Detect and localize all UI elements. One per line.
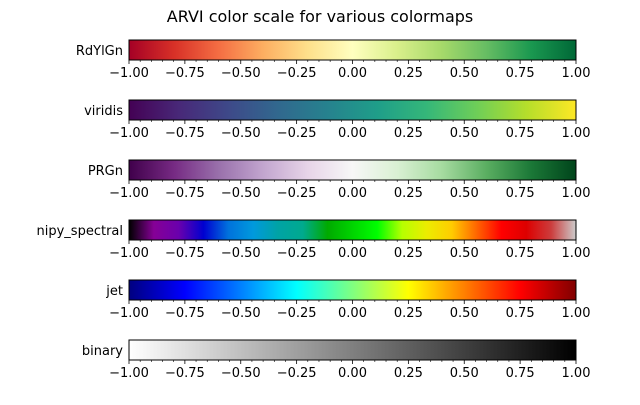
tick-label: −0.75 <box>165 126 205 141</box>
tick-label: −0.25 <box>277 66 317 81</box>
tick-label: 1.00 <box>562 186 591 201</box>
colormap-bars: RdYlGn −1.00 −0.75 −0.50 −0.25 0.00 0.25 0.50 0.… <box>37 39 591 381</box>
tick-label: −0.50 <box>221 246 261 261</box>
tick-label: 0.50 <box>450 306 479 321</box>
tick-label: 0.00 <box>338 126 367 141</box>
tick-label: 0.50 <box>450 66 479 81</box>
colormap-label-binary: binary <box>82 344 123 359</box>
tick-label: 0.75 <box>506 306 535 321</box>
colorbar-gradient-prgn <box>128 159 577 181</box>
tick-label: 0.75 <box>506 126 535 141</box>
tick-label: 0.25 <box>394 306 423 321</box>
tick-label: 0.25 <box>394 246 423 261</box>
tick-label: −0.75 <box>165 306 205 321</box>
tick-label: −0.75 <box>165 246 205 261</box>
colorbar-prgn: PRGn −1.00 −0.75 −0.50 −0.25 0.00 0.25 0.50 0.75… <box>88 159 591 201</box>
chart-title: ARVI color scale for various colormaps <box>167 7 473 26</box>
tick-label: 0.00 <box>338 306 367 321</box>
tick-label: 0.75 <box>506 66 535 81</box>
tick-label: 0.00 <box>338 246 367 261</box>
tick-label: 0.50 <box>450 366 479 381</box>
tick-label: −0.25 <box>277 246 317 261</box>
tick-label: 0.75 <box>506 246 535 261</box>
tick-label: 0.00 <box>338 66 367 81</box>
colorbar-jet: jet −1.00 −0.75 −0.50 −0.25 0.00 0.25 0.50 0.75 1… <box>105 279 591 321</box>
tick-label: −0.50 <box>221 186 261 201</box>
tick-label: 1.00 <box>562 246 591 261</box>
tick-label: 0.25 <box>394 186 423 201</box>
tick-label: −1.00 <box>109 306 149 321</box>
tick-label: 0.50 <box>450 126 479 141</box>
colorbar-gradient-viridis <box>128 99 577 121</box>
tick-label: 1.00 <box>562 366 591 381</box>
colorbar-gradient-jet <box>128 279 577 301</box>
colorbar-gradient-rdylgn <box>128 39 577 61</box>
tick-label: 0.25 <box>394 126 423 141</box>
tick-label: −0.25 <box>277 126 317 141</box>
tick-label: −1.00 <box>109 366 149 381</box>
tick-label: −1.00 <box>109 186 149 201</box>
colorbar-gradient-nipy-spectral <box>128 219 577 241</box>
tick-label: −0.50 <box>221 126 261 141</box>
tick-label: 0.25 <box>394 366 423 381</box>
tick-label: −0.50 <box>221 66 261 81</box>
colorbar-binary: binary −1.00 −0.75 −0.50 −0.25 0.00 0.25 0.50 0.… <box>82 339 591 381</box>
tick-label: 0.25 <box>394 66 423 81</box>
tick-label: −0.50 <box>221 306 261 321</box>
tick-label: 1.00 <box>562 126 591 141</box>
tick-label: −0.75 <box>165 66 205 81</box>
tick-label: 0.50 <box>450 186 479 201</box>
colormap-label-prgn: PRGn <box>88 164 123 179</box>
colorbar-rdylgn: RdYlGn −1.00 −0.75 −0.50 −0.25 0.00 0.25 0.50 0.… <box>76 39 591 81</box>
colorbar-viridis: viridis −1.00 −0.75 −0.50 −0.25 0.00 0.25 0.50 0… <box>84 99 591 141</box>
tick-label: −0.75 <box>165 186 205 201</box>
colormap-label-rdylgn: RdYlGn <box>76 44 123 59</box>
colormap-label-jet: jet <box>105 284 123 299</box>
tick-label: 0.50 <box>450 246 479 261</box>
tick-label: 1.00 <box>562 66 591 81</box>
tick-label: −0.25 <box>277 366 317 381</box>
tick-label: 0.00 <box>338 366 367 381</box>
tick-label: −0.25 <box>277 306 317 321</box>
tick-label: −0.75 <box>165 366 205 381</box>
tick-label: 0.00 <box>338 186 367 201</box>
colorbar-gradient-binary <box>128 339 577 361</box>
colorbar-nipy-spectral: nipy_spectral −1.00 −0.75 −0.50 −0.25 0.00 0.2… <box>37 219 591 261</box>
tick-label: −0.50 <box>221 366 261 381</box>
tick-label: −1.00 <box>109 66 149 81</box>
tick-label: 0.75 <box>506 186 535 201</box>
colormap-label-viridis: viridis <box>84 104 123 119</box>
tick-label: −1.00 <box>109 126 149 141</box>
tick-label: 0.75 <box>506 366 535 381</box>
tick-label: −1.00 <box>109 246 149 261</box>
tick-label: 1.00 <box>562 306 591 321</box>
tick-label: −0.25 <box>277 186 317 201</box>
colormap-label-nipy-spectral: nipy_spectral <box>37 224 124 239</box>
